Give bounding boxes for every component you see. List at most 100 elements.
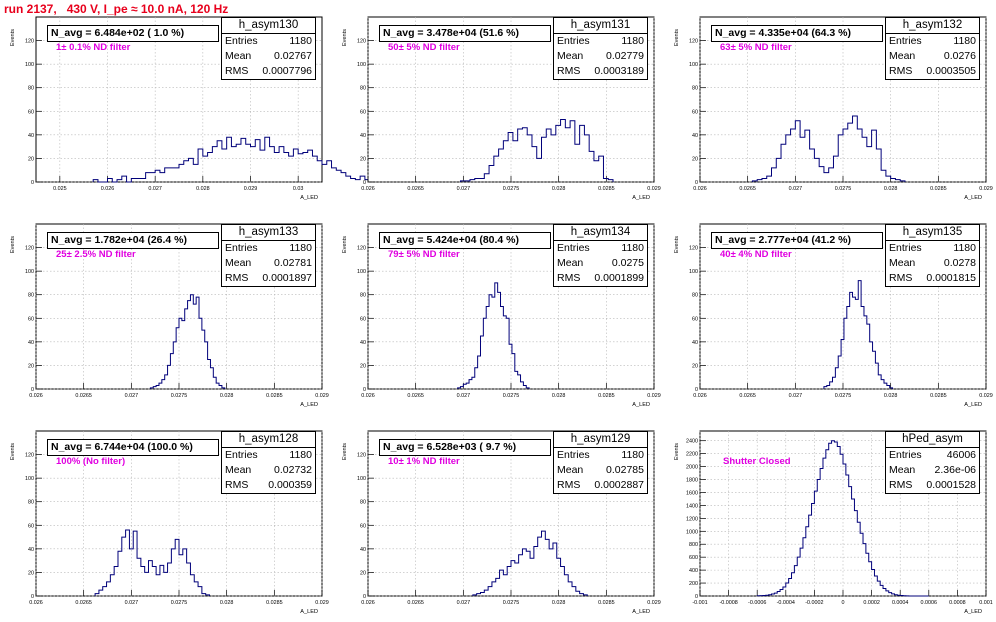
y-tick-label: 0 (31, 387, 34, 393)
x-tick-label: 0.0265 (407, 186, 424, 192)
stat-value-entries: 1180 (289, 35, 312, 47)
stat-title: h_asym131 (554, 18, 647, 34)
stat-row-mean: Mean 0.0278 (886, 256, 979, 271)
stat-value-entries: 1180 (621, 449, 644, 461)
stat-value-rms: 0.0003189 (594, 65, 644, 77)
run-title: run 2137, 430 V, I_pe ≈ 10.0 nA, 120 Hz (4, 2, 229, 16)
y-axis-title: Events (342, 443, 348, 460)
x-tick-label: 0.027 (125, 600, 139, 606)
y-tick-label: 0 (695, 387, 698, 393)
stat-title: h_asym133 (222, 225, 315, 241)
y-tick-label: 120 (357, 246, 366, 252)
x-tick-label: -0.0002 (805, 600, 823, 606)
x-tick-label: 0.0275 (835, 393, 852, 399)
x-tick-label: 0.026 (29, 393, 43, 399)
x-tick-label: 0.03 (293, 186, 304, 192)
stat-value-rms: 0.0001897 (262, 272, 312, 284)
x-tick-label: 0.029 (979, 393, 993, 399)
x-tick-label: 0.027 (457, 600, 471, 606)
x-tick-label: 0.026 (101, 186, 115, 192)
y-tick-label: 40 (28, 340, 34, 346)
x-tick-label: 0.0002 (863, 600, 880, 606)
x-tick-label: 0.026 (361, 186, 375, 192)
navg-box: N_avg = 4.335e+04 (64.3 %) (711, 25, 883, 42)
x-tick-label: 0.0285 (598, 600, 615, 606)
histogram-line (457, 282, 530, 389)
filter-annotation: 10± 1% ND filter (388, 456, 460, 467)
stat-value-mean: 0.02767 (274, 50, 312, 62)
stat-row-mean: Mean 0.0275 (554, 256, 647, 271)
stat-label-mean: Mean (889, 50, 916, 62)
y-axis-title: Events (342, 236, 348, 253)
x-axis-title: A_LED (964, 609, 982, 615)
y-tick-label: 0 (363, 387, 366, 393)
y-tick-label: 20 (692, 156, 698, 162)
stat-row-rms: RMS 0.0003189 (554, 64, 647, 79)
stat-value-entries: 46006 (946, 449, 976, 461)
y-tick-label: 120 (689, 39, 698, 45)
stat-label-entries: Entries (557, 242, 590, 254)
histogram-line (459, 119, 614, 182)
y-tick-label: 100 (689, 269, 698, 275)
stat-label-rms: RMS (225, 272, 249, 284)
x-tick-label: -0.0004 (777, 600, 795, 606)
y-tick-label: 80 (28, 500, 34, 506)
x-axis-title: A_LED (964, 195, 982, 201)
stat-title: h_asym135 (886, 225, 979, 241)
stat-row-rms: RMS 0.0002887 (554, 478, 647, 493)
navg-box: N_avg = 2.777e+04 (41.2 %) (711, 232, 883, 249)
x-tick-label: 0.0265 (739, 393, 756, 399)
y-tick-label: 20 (360, 363, 366, 369)
y-tick-label: 100 (689, 62, 698, 68)
y-axis-title: Events (674, 443, 680, 460)
stat-label-rms: RMS (557, 272, 581, 284)
stat-title: h_asym132 (886, 18, 979, 34)
x-tick-label: 0.027 (457, 186, 471, 192)
navg-box: N_avg = 1.782e+04 (26.4 %) (47, 232, 219, 249)
x-axis-title: A_LED (632, 609, 650, 615)
x-tick-label: 0.029 (244, 186, 258, 192)
x-tick-label: 0.028 (552, 600, 566, 606)
stat-label-mean: Mean (557, 257, 584, 269)
x-tick-label: 0.028 (220, 600, 234, 606)
y-axis-title: Events (10, 236, 16, 253)
x-tick-label: 0.0285 (598, 393, 615, 399)
stat-row-rms: RMS 0.0001899 (554, 271, 647, 286)
y-axis-title: Events (10, 443, 16, 460)
y-tick-label: 20 (360, 156, 366, 162)
y-tick-label: 2200 (686, 452, 698, 458)
y-tick-label: 20 (28, 363, 34, 369)
y-tick-label: 1400 (686, 503, 698, 509)
filter-annotation: 1± 0.1% ND filter (56, 42, 131, 53)
y-tick-label: 1800 (686, 478, 698, 484)
histogram-line (823, 280, 894, 389)
x-tick-label: 0.029 (979, 186, 993, 192)
stat-label-mean: Mean (889, 464, 916, 476)
x-tick-label: 0.0275 (171, 600, 188, 606)
stat-label-rms: RMS (557, 479, 581, 491)
x-tick-label: 0.027 (789, 186, 803, 192)
y-tick-label: 40 (360, 340, 366, 346)
y-tick-label: 20 (692, 363, 698, 369)
y-tick-label: 2000 (686, 465, 698, 471)
stat-row-rms: RMS 0.000359 (222, 478, 315, 493)
x-tick-label: 0.029 (647, 186, 661, 192)
y-tick-label: 0 (31, 180, 34, 186)
y-tick-label: 80 (360, 293, 366, 299)
y-tick-label: 1000 (686, 529, 698, 535)
filter-annotation: 50± 5% ND filter (388, 42, 460, 53)
stat-title: h_asym128 (222, 432, 315, 448)
y-tick-label: 20 (360, 570, 366, 576)
y-tick-label: 60 (360, 523, 366, 529)
y-tick-label: 100 (357, 476, 366, 482)
stat-value-mean: 0.02785 (606, 464, 644, 476)
histogram-panel-h-asym134: 0.026 0.0265 0.027 0.0275 0.028 0.0285 0.029 0 2… (332, 207, 664, 414)
histogram-panel-h-asym128: 0.026 0.0265 0.027 0.0275 0.028 0.0285 0.029 0 2… (0, 414, 332, 621)
stat-row-entries: Entries 1180 (886, 34, 979, 49)
y-tick-label: 800 (689, 542, 698, 548)
x-axis-title: A_LED (964, 402, 982, 408)
x-tick-label: 0.029 (315, 600, 329, 606)
x-tick-label: 0.028 (220, 393, 234, 399)
stat-value-mean: 2.36e-06 (934, 464, 976, 476)
y-axis-title: Events (10, 29, 16, 46)
